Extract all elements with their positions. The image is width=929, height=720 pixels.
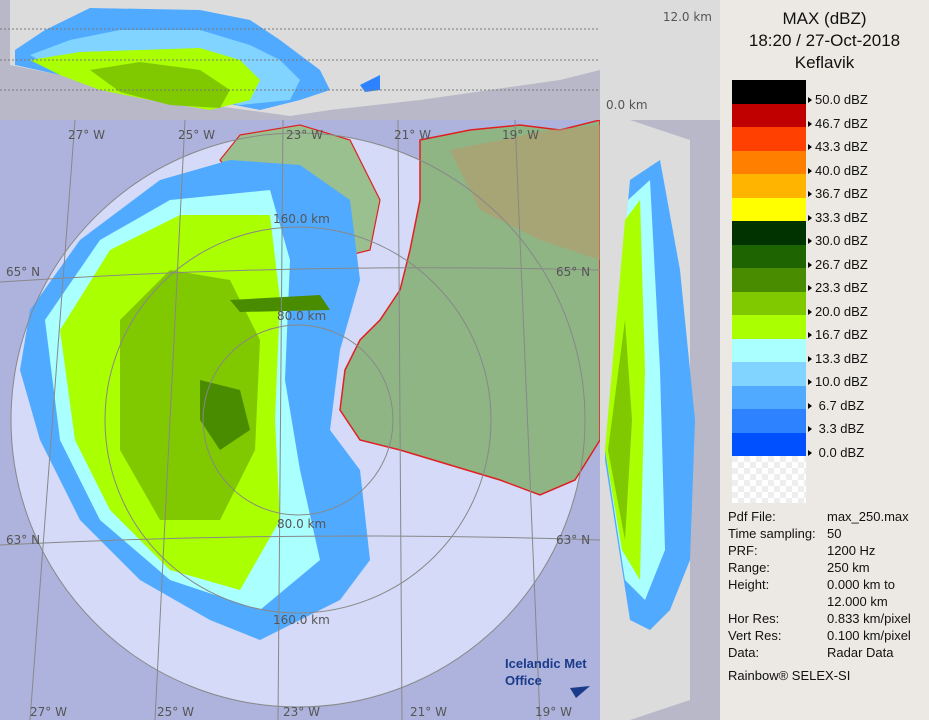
legend-swatch [732,80,806,104]
datetime: 18:20 / 27-Oct-2018 [748,31,901,50]
info-row: Range: 250 km [728,559,911,576]
lat-label: 65° N [556,265,590,279]
lon-label: 23° W [286,128,323,142]
legend-swatch [732,268,806,292]
legend-label: 16.7 dBZ [808,327,868,342]
imo-logo: Icelandic Met Office [505,656,590,698]
info-key: Range: [728,560,770,575]
info-key: Vert Res: [728,628,782,643]
range-label: 80.0 km [277,517,326,531]
legend-label: 13.3 dBZ [808,351,868,366]
info-row: Data: Radar Data [728,644,911,661]
range-label: 160.0 km [273,212,330,226]
info-row: 12.000 km [728,593,911,610]
legend-label: 33.3 dBZ [808,210,868,225]
legend-label: 30.0 dBZ [808,233,868,248]
legend-swatch [732,174,806,198]
info-value: 0.100 km/pixel [827,628,911,643]
footer-credit: Rainbow® SELEX-SI [728,668,851,683]
svg-text:Office: Office [505,673,542,688]
info-panel: MAX (dBZ) 18:20 / 27-Oct-2018 Keflavik 5… [720,0,929,720]
legend-swatch [732,127,806,151]
info-value: 0.833 km/pixel [827,611,911,626]
info-row: Height: 0.000 km to [728,576,911,593]
info-key: Time sampling: [728,526,816,541]
lat-label: 63° N [6,533,40,547]
lon-label: 23° W [283,705,320,719]
height-top-label: 12.0 km [663,10,712,24]
legend-label: 40.0 dBZ [808,163,868,178]
legend-swatch [732,432,806,456]
radar-map[interactable]: 27° W 25° W 23° W 21° W 19° W 27° W 25° … [0,120,600,720]
legend-label: 3.3 dBZ [808,421,865,436]
svg-text:Icelandic Met: Icelandic Met [505,656,587,671]
lon-label: 21° W [394,128,431,142]
lon-label: 19° W [502,128,539,142]
info-value: 0.000 km to [827,577,895,592]
legend-swatch [732,103,806,127]
legend-swatch [732,385,806,409]
top-cross-section: 12.0 km 0.0 km [0,0,720,120]
legend-swatch [732,150,806,174]
lon-label: 25° W [157,705,194,719]
product-title: MAX (dBZ) [782,9,867,28]
info-value: 50 [827,526,842,541]
info-value: 250 km [827,560,870,575]
legend-label: 0.0 dBZ [808,445,865,460]
legend-label: 36.7 dBZ [808,186,868,201]
range-label: 160.0 km [273,613,330,627]
legend-label: 23.3 dBZ [808,280,868,295]
range-ring [104,226,492,614]
range-ring [202,324,394,516]
legend-swatch [732,221,806,245]
info-key: Data: [728,645,760,660]
lat-label: 63° N [556,533,590,547]
legend-label: 50.0 dBZ [808,92,868,107]
legend-label: 46.7 dBZ [808,116,868,131]
lat-label: 65° N [6,265,40,279]
legend-swatch [732,244,806,268]
info-row: Vert Res: 0.100 km/pixel [728,627,911,644]
legend-label: 26.7 dBZ [808,257,868,272]
lon-label: 27° W [30,705,67,719]
legend-label: 43.3 dBZ [808,139,868,154]
metadata-list: Pdf File: max_250.max Time sampling: 50 PRF:… [728,508,911,661]
legend-label: 6.7 dBZ [808,398,865,413]
info-key: Pdf File: [728,509,776,524]
legend-label: 10.0 dBZ [808,374,868,389]
info-value: 12.000 km [827,594,888,609]
legend-label: 20.0 dBZ [808,304,868,319]
legend-swatch [732,291,806,315]
lon-label: 21° W [410,705,447,719]
info-value: max_250.max [827,509,909,524]
info-key: Height: [728,577,770,592]
legend-swatch [732,456,806,503]
info-value: Radar Data [827,645,894,660]
range-ring [10,132,586,708]
info-row: Hor Res: 0.833 km/pixel [728,610,911,627]
lon-label: 27° W [68,128,105,142]
range-label: 80.0 km [277,309,326,323]
legend-swatch [732,338,806,362]
legend-swatch [732,315,806,339]
info-key: PRF: [728,543,758,558]
info-row: Pdf File: max_250.max [728,508,911,525]
lon-label: 19° W [535,705,572,719]
legend-swatch [732,409,806,433]
legend-swatch [732,362,806,386]
right-cross-section [600,120,720,720]
info-value: 1200 Hz [827,543,876,558]
info-row: Time sampling: 50 [728,525,911,542]
height-bottom-label: 0.0 km [606,98,648,112]
lon-label: 25° W [178,128,215,142]
info-row: PRF: 1200 Hz [728,542,911,559]
info-key: Hor Res: [728,611,780,626]
site-name: Keflavik [794,53,855,72]
legend-swatch [732,197,806,221]
